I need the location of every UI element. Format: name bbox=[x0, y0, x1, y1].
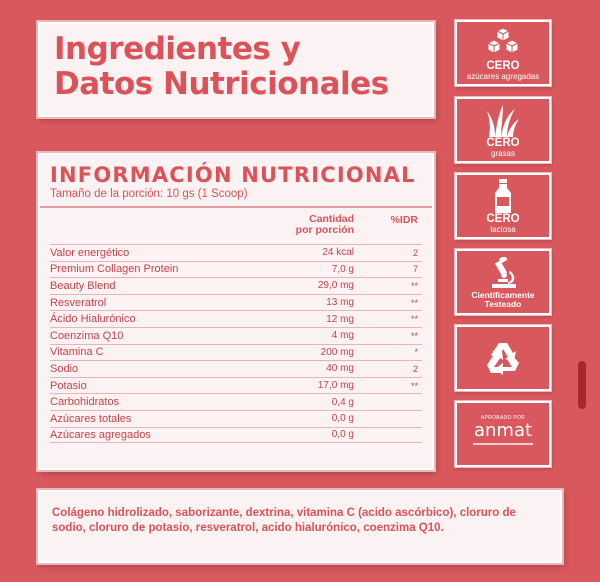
table-row: Premium Collagen Protein 7,0 g 7 bbox=[50, 260, 422, 278]
title-line-1: Ingredientes y bbox=[54, 31, 301, 67]
badge-anmat: APROBADO POR anmat bbox=[455, 401, 551, 467]
column-idr: %IDR bbox=[390, 214, 418, 226]
nutrition-heading: INFORMACIÓN NUTRICIONAL bbox=[50, 163, 416, 187]
table-row: Sodio 40 mg 2 bbox=[50, 360, 422, 377]
nutrient-name: Azúcares agregados bbox=[50, 428, 151, 441]
anmat-logo-line bbox=[473, 443, 533, 445]
nutrient-name: Premium Collagen Protein bbox=[50, 263, 179, 276]
nutrient-name: Azúcares totales bbox=[50, 412, 132, 425]
badge-fat-title: CERO bbox=[486, 137, 520, 149]
nutrient-name: Beauty Blend bbox=[50, 279, 116, 292]
nutrient-amount: 17,0 mg bbox=[317, 380, 354, 392]
nutrient-name: Coenzima Q10 bbox=[50, 329, 124, 342]
ingredients-card: Colágeno hidrolizado, saborizante, dextr… bbox=[38, 490, 562, 563]
microscope-icon bbox=[492, 257, 516, 288]
milk-bottle-icon bbox=[495, 179, 511, 213]
table-row: Resveratrol 13 mg ** bbox=[50, 293, 422, 311]
table-row: Beauty Blend 29,0 mg ** bbox=[50, 277, 422, 294]
nutrient-idr: 7 bbox=[412, 264, 418, 275]
column-amount-line1: Cantidad bbox=[309, 213, 354, 225]
page-title: Ingredientes y Datos Nutricionales bbox=[54, 32, 418, 102]
badge-sugar-title: CERO bbox=[486, 60, 520, 72]
nutrient-name: Sodio bbox=[50, 362, 79, 375]
nutrient-amount: 29,0 mg bbox=[317, 280, 354, 292]
nutrient-idr: ** bbox=[410, 314, 418, 325]
nutrient-name: Valor energético bbox=[50, 246, 130, 259]
nutrient-name: Carbohidratos bbox=[50, 396, 120, 409]
badge-zero-lactose: CERO lactosa bbox=[455, 173, 551, 239]
nutrient-name: Ácido Hialurónico bbox=[50, 313, 136, 326]
nutrient-amount: 0,4 g bbox=[331, 396, 354, 408]
nutrient-idr: ** bbox=[410, 330, 418, 341]
table-row: Valor energético 24 kcal 2 bbox=[50, 244, 422, 261]
nutrient-amount: 0,0 g bbox=[331, 413, 354, 425]
anmat-approved-text: APROBADO POR bbox=[480, 415, 526, 421]
nutrition-table: Valor energético 24 kcal 2 Premium Collagen… bbox=[50, 244, 422, 444]
nutrient-idr: 2 bbox=[412, 363, 418, 374]
sugar-cubes-icon bbox=[486, 28, 520, 54]
portion-size: Tamaño de la porción: 10 gs (1 Scoop) bbox=[50, 188, 248, 200]
nutrient-amount: 13 mg bbox=[326, 297, 354, 309]
table-row: Vitamina C 200 mg * bbox=[50, 343, 422, 361]
nutrient-name: Potasio bbox=[50, 379, 87, 392]
grass-icon bbox=[487, 105, 519, 137]
nutrient-idr: ** bbox=[410, 380, 418, 391]
divider bbox=[40, 206, 432, 208]
badge-fat-subtitle: grasas bbox=[490, 149, 515, 158]
badge-lactose-title: CERO bbox=[486, 213, 520, 225]
table-row: Ácido Hialurónico 12 mg ** bbox=[50, 310, 422, 327]
nutrient-amount: 40 mg bbox=[326, 363, 354, 375]
nutrient-amount: 12 mg bbox=[326, 313, 354, 325]
title-card: Ingredientes y Datos Nutricionales bbox=[38, 22, 434, 117]
scrollbar-thumb[interactable] bbox=[578, 361, 586, 409]
nutrient-amount: 24 kcal bbox=[322, 247, 354, 259]
badge-zero-sugar: CERO azúcares agregadas bbox=[455, 20, 551, 86]
badge-tested-line2: Testeado bbox=[484, 299, 522, 309]
nutrient-idr: 2 bbox=[412, 247, 418, 258]
badge-recyclable bbox=[455, 325, 551, 391]
nutrient-idr: * bbox=[414, 347, 418, 358]
anmat-logo: anmat bbox=[473, 420, 533, 441]
nutrient-name: Resveratrol bbox=[50, 296, 107, 309]
badge-zero-fat: CERO grasas bbox=[455, 97, 551, 163]
table-row: Potasio 17,0 mg ** bbox=[50, 376, 422, 394]
nutrient-amount: 7,0 g bbox=[331, 263, 354, 275]
nutrition-table-header: Cantidad por porción %IDR bbox=[50, 208, 422, 244]
badge-lactose-subtitle: lactosa bbox=[490, 225, 516, 234]
nutrient-amount: 0,0 g bbox=[331, 429, 354, 441]
title-line-2: Datos Nutricionales bbox=[54, 66, 389, 102]
column-amount-line2: por porción bbox=[295, 224, 354, 236]
nutrient-amount: 200 mg bbox=[320, 346, 354, 358]
table-row: Coenzima Q10 4 mg ** bbox=[50, 326, 422, 344]
nutrient-amount: 4 mg bbox=[331, 330, 354, 342]
column-amount: Cantidad por porción bbox=[264, 214, 354, 244]
badge-sugar-subtitle: azúcares agregadas bbox=[466, 72, 540, 81]
table-row: Azúcares agregados 0,0 g bbox=[50, 426, 422, 444]
ingredients-text: Colágeno hidrolizado, saborizante, dextr… bbox=[52, 507, 516, 534]
nutrient-name: Vitamina C bbox=[50, 346, 104, 359]
nutrition-facts-card: INFORMACIÓN NUTRICIONAL Tamaño de la por… bbox=[38, 153, 434, 470]
nutrient-idr: ** bbox=[410, 280, 418, 291]
badge-scientifically-tested: Científicamente Testeado bbox=[455, 249, 551, 315]
badge-tested-line1: Científicamente bbox=[471, 290, 535, 300]
nutrient-idr: ** bbox=[410, 297, 418, 308]
recycle-icon bbox=[487, 343, 519, 375]
table-row: Carbohidratos 0,4 g bbox=[50, 393, 422, 410]
table-row: Azúcares totales 0,0 g bbox=[50, 409, 422, 427]
